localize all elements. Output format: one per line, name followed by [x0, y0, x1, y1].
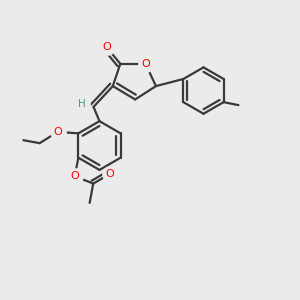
- Text: O: O: [70, 171, 79, 181]
- Text: O: O: [105, 169, 114, 179]
- Text: H: H: [78, 99, 86, 109]
- Text: O: O: [141, 59, 150, 69]
- Text: O: O: [53, 127, 62, 137]
- Text: O: O: [103, 43, 111, 52]
